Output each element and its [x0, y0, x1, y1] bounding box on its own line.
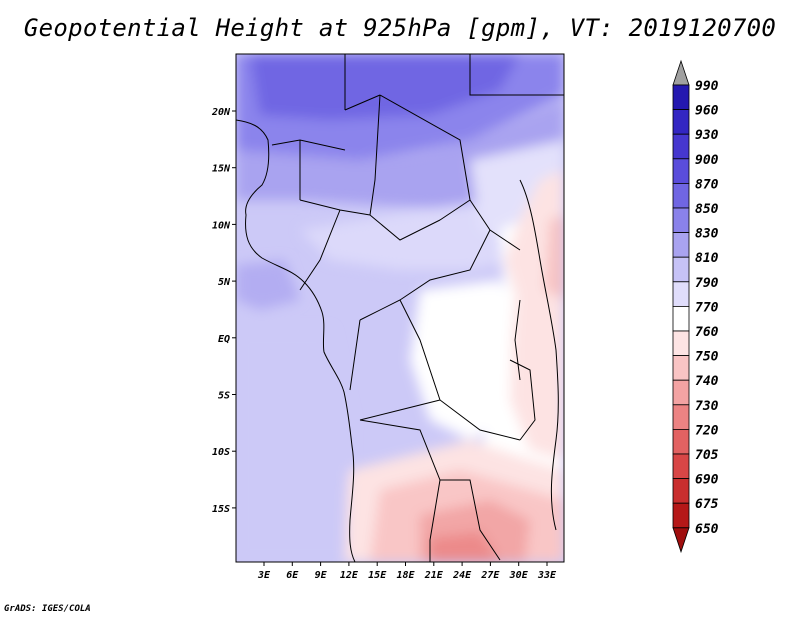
colorbar-top-arrow	[672, 59, 690, 86]
y-tick-label: 15N	[212, 164, 231, 175]
y-tick-label: 5S	[218, 391, 230, 402]
colorbar-swatch	[672, 182, 690, 209]
colorbar-label: 750	[695, 350, 719, 365]
x-tick-label: 12E	[340, 570, 359, 581]
y-tick-label: 10S	[212, 447, 230, 458]
x-tick-label: 15E	[368, 570, 387, 581]
colorbar-swatch	[672, 84, 690, 111]
colorbar-label: 730	[695, 399, 719, 414]
colorbar-label: 790	[695, 276, 719, 291]
colorbar-label: 675	[695, 497, 719, 512]
colorbar-label: 900	[695, 153, 719, 168]
x-tick-label: 6E	[286, 570, 299, 581]
y-tick-label: 10N	[212, 220, 231, 231]
colorbar-label: 650	[695, 522, 719, 537]
colorbar-swatch	[672, 453, 690, 480]
x-tick-label: 24E	[452, 570, 472, 581]
colorbar-label: 990	[695, 79, 719, 94]
x-tick-label: 33E	[537, 570, 557, 581]
colorbar-swatch	[672, 428, 690, 455]
colorbar-swatch	[672, 404, 690, 430]
x-tick-label: 9E	[315, 570, 328, 581]
colorbar-swatch	[672, 305, 690, 332]
y-tick-label: 15S	[212, 504, 230, 515]
coastlines	[236, 54, 564, 562]
colorbar-swatch	[672, 133, 690, 160]
colorbar-swatch	[672, 355, 690, 381]
grads-credit: GrADS: IGES/COLA	[4, 604, 91, 614]
colorbar-swatch	[672, 330, 690, 357]
colorbar-swatch	[672, 256, 690, 283]
colorbar-swatch	[672, 281, 690, 307]
y-tick-label: EQ	[218, 334, 230, 345]
colorbar-label: 830	[695, 227, 719, 242]
colorbar-label: 705	[695, 448, 719, 463]
colorbar: 990 960 930 900 870 850 830 810 790 770 760 750 740 7…	[672, 59, 719, 554]
y-tick-label: 5N	[218, 277, 231, 288]
map-frame	[235, 53, 565, 563]
colorbar-label: 770	[695, 300, 719, 315]
chart-title: Geopotential Height at 925hPa [gpm], VT:…	[23, 14, 777, 42]
colorbar-label: 740	[695, 374, 719, 389]
x-tick-label: 18E	[396, 570, 415, 581]
y-tick-label: 20N	[211, 107, 231, 118]
colorbar-swatch	[672, 502, 690, 529]
colorbar-swatch	[672, 379, 690, 406]
colorbar-label: 720	[695, 423, 719, 438]
colorbar-label: 870	[695, 177, 719, 192]
y-axis: 20N 15N 10N 5N EQ 5S 10S 15S	[211, 107, 236, 515]
x-tick-label: 30E	[509, 570, 529, 581]
x-axis: 3E 6E 9E 12E 15E 18E 21E 24E 27E 30E 33E	[257, 562, 557, 581]
colorbar-swatch	[672, 207, 690, 234]
colorbar-label: 690	[695, 473, 719, 488]
colorbar-label: 930	[695, 128, 719, 143]
colorbar-swatch	[672, 158, 690, 184]
colorbar-swatch	[672, 232, 690, 258]
colorbar-label: 850	[695, 202, 719, 217]
x-tick-label: 21E	[424, 570, 444, 581]
colorbar-swatch	[672, 109, 690, 135]
x-tick-label: 3E	[257, 570, 271, 581]
x-tick-label: 27E	[480, 570, 500, 581]
colorbar-label: 760	[695, 325, 719, 340]
colorbar-label: 960	[695, 104, 719, 119]
colorbar-label: 810	[695, 251, 719, 266]
colorbar-bottom-arrow	[672, 527, 690, 554]
colorbar-swatch	[672, 478, 690, 504]
height-field	[236, 54, 564, 562]
